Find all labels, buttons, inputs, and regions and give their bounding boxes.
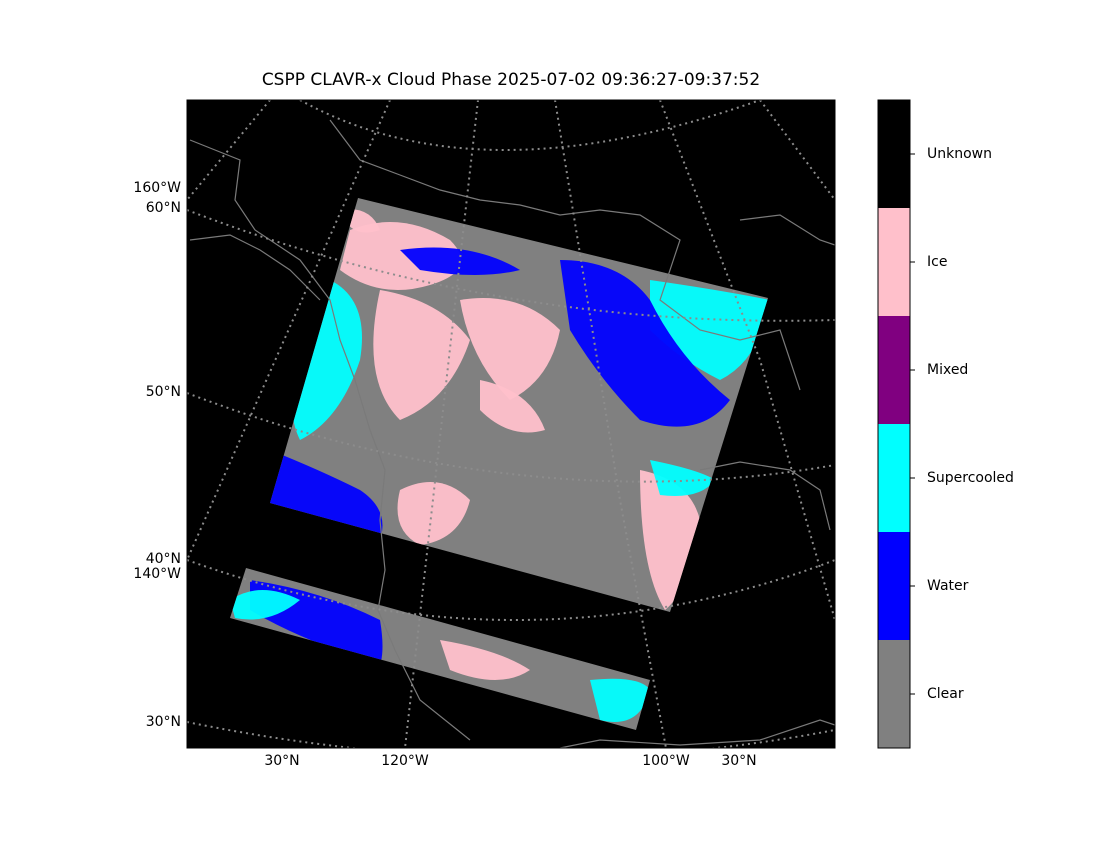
phase-patch <box>460 298 560 400</box>
colorbar-label: Supercooled <box>927 470 1014 486</box>
graticule-line <box>187 209 835 322</box>
lat-lon-label: 30°N <box>146 714 181 730</box>
colorbar-segment <box>878 424 910 532</box>
phase-patch <box>230 590 300 620</box>
phase-patch <box>590 678 650 722</box>
map-panel <box>187 100 835 748</box>
coastline <box>559 719 835 748</box>
swaths <box>230 198 768 730</box>
colorbar-segment <box>878 208 910 316</box>
phase-patch <box>340 222 462 290</box>
colorbar-segment <box>878 100 910 208</box>
colorbar-label: Unknown <box>927 146 992 162</box>
colorbar-label: Water <box>927 578 969 594</box>
colorbar-frame <box>877 99 911 749</box>
phase-patch <box>650 460 715 496</box>
colorbar-segment <box>878 316 910 424</box>
graticule <box>187 100 835 748</box>
phase-patch <box>270 450 383 540</box>
lat-lon-label: 30°N <box>264 753 299 769</box>
map-frame <box>186 99 836 749</box>
coastline <box>189 234 321 301</box>
coastlines <box>189 119 835 748</box>
lat-lon-label: 140°W <box>133 566 181 582</box>
graticule-line <box>187 392 835 483</box>
coastline <box>329 119 801 391</box>
phase-patch <box>373 290 470 420</box>
phase-patch <box>560 260 730 427</box>
lat-lon-label: 50°N <box>146 384 181 400</box>
lat-lon-label: 160°W <box>133 180 181 196</box>
colorbar-segment <box>878 532 910 640</box>
graticule-line <box>404 100 479 748</box>
title: CSPP CLAVR-x Cloud Phase 2025-07-02 09:3… <box>262 70 760 90</box>
lat-lon-label: 60°N <box>146 200 181 216</box>
phase-patch <box>480 380 545 433</box>
coastline <box>189 139 471 741</box>
colorbar-label: Ice <box>927 254 947 270</box>
phase-patch <box>397 482 470 545</box>
lat-lon-label: 100°W <box>642 753 690 769</box>
phase-patch <box>440 640 530 680</box>
graticule-line <box>187 100 271 201</box>
colorbar-segment <box>878 640 910 748</box>
coastline <box>699 461 831 531</box>
colorbar-label: Clear <box>927 686 964 702</box>
lat-lon-label: 120°W <box>381 753 429 769</box>
cloud-phase-patches <box>230 209 768 722</box>
colorbar-label: Mixed <box>927 362 968 378</box>
coastline <box>739 214 835 246</box>
lat-lon-label: 30°N <box>721 753 756 769</box>
phase-patch <box>292 280 362 440</box>
colorbar: Unknown Ice Mixed Supercooled Water Clear <box>877 99 1014 749</box>
lat-lon-label: 40°N <box>146 551 181 567</box>
